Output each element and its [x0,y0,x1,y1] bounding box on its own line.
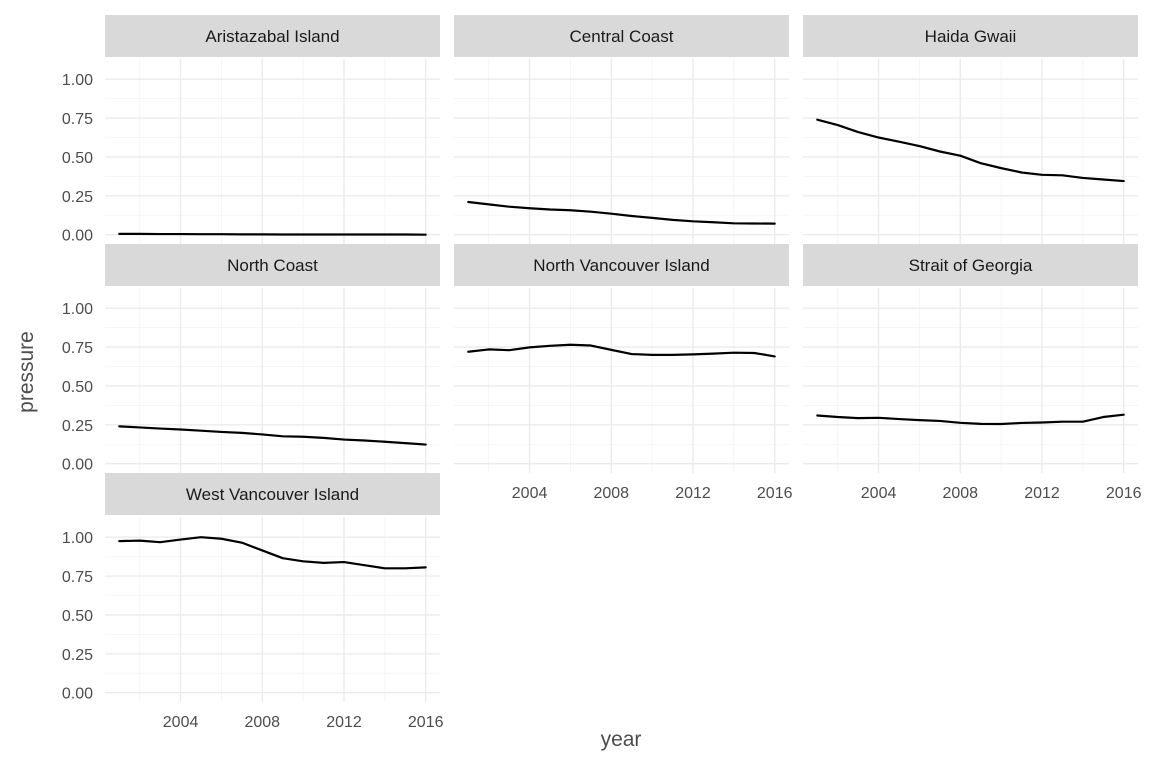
facet-strip-label: Central Coast [570,27,674,46]
facet-strip [105,15,440,57]
x-tick-label: 2012 [675,485,711,502]
x-tick-label: 2016 [1106,485,1142,502]
y-tick-label: 1.00 [62,72,93,89]
facet-strip [454,244,789,286]
x-tick-label: 2004 [861,485,897,502]
facet-panel-central-coast: Central Coast [454,15,789,244]
y-tick-label: 0.50 [62,150,93,167]
series-line-west-vancouver-island [118,536,427,570]
y-tick-label: 0.75 [62,111,93,128]
x-tick-label: 2004 [512,485,548,502]
facet-panels: Aristazabal Island 0.00 0.25 0.50 0.75 1.00 Ce… [62,15,1142,731]
facet-strip [803,15,1138,57]
y-tick-label: 1.00 [62,530,93,547]
y-tick-label: 0.25 [62,647,93,664]
x-tick-label: 2012 [326,714,362,731]
series-line-north-coast [118,425,427,446]
facet-strip [105,244,440,286]
facet-strip-label: North Vancouver Island [533,256,709,275]
y-tick-label: 1.00 [62,301,93,318]
y-tick-label: 0.50 [62,608,93,625]
facet-panel-north-coast: North Coast 0.00 0.25 0.50 0.75 1.00 [62,244,440,474]
facet-strip [803,244,1138,286]
series-line-north-vancouver-island [467,343,776,358]
series-line-haida-gwaii [816,118,1125,183]
facet-panel-west-vancouver-island: West Vancouver Island 0.00 0.25 0.50 0.75 1.0… [62,473,444,731]
series-line-aristazabal-island [118,232,427,236]
x-tick-label: 2012 [1024,485,1060,502]
facet-panel-aristazabal-island: Aristazabal Island 0.00 0.25 0.50 0.75 1.00 [62,15,440,245]
facet-strip-label: Aristazabal Island [205,27,339,46]
x-tick-label: 2008 [593,485,629,502]
facet-strip [454,15,789,57]
facet-strip-label: Haida Gwaii [925,27,1017,46]
y-tick-label: 0.50 [62,379,93,396]
y-tick-label: 0.75 [62,340,93,357]
series-line-strait-of-georgia [816,413,1125,426]
facet-panel-haida-gwaii: Haida Gwaii [803,15,1138,244]
y-tick-label: 0.75 [62,569,93,586]
y-tick-label: 0.00 [62,457,93,474]
x-tick-label: 2016 [757,485,793,502]
facet-strip-label: Strait of Georgia [909,256,1033,275]
x-axis-title: year [601,728,642,751]
facet-strip-label: North Coast [227,256,318,275]
series-line-central-coast [467,200,776,225]
y-tick-label: 0.25 [62,189,93,206]
facet-strip [105,473,440,515]
facet-strip-label: West Vancouver Island [186,485,359,504]
x-tick-label: 2016 [408,714,444,731]
facet-panel-strait-of-georgia: Strait of Georgia 2004 2008 2012 2016 [803,244,1142,502]
y-tick-label: 0.00 [62,228,93,245]
y-axis-title: pressure [15,331,38,413]
y-tick-label: 0.00 [62,686,93,703]
facet-panel-north-vancouver-island: North Vancouver Island 2004 2008 2012 2016 [454,244,793,502]
x-tick-label: 2008 [244,714,280,731]
y-tick-label: 0.25 [62,418,93,435]
x-tick-label: 2004 [163,714,199,731]
x-tick-label: 2008 [942,485,978,502]
